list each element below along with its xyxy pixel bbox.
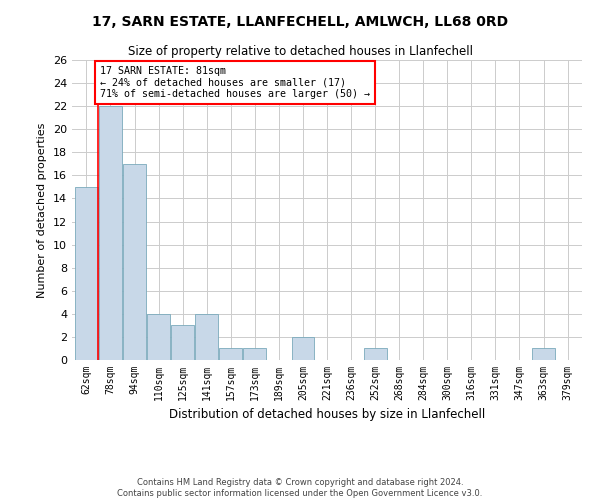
Text: 17, SARN ESTATE, LLANFECHELL, AMLWCH, LL68 0RD: 17, SARN ESTATE, LLANFECHELL, AMLWCH, LL… bbox=[92, 15, 508, 29]
Y-axis label: Number of detached properties: Number of detached properties bbox=[37, 122, 47, 298]
Bar bbox=[364, 348, 386, 360]
Text: 17 SARN ESTATE: 81sqm
← 24% of detached houses are smaller (17)
71% of semi-deta: 17 SARN ESTATE: 81sqm ← 24% of detached … bbox=[100, 66, 370, 99]
Text: Contains HM Land Registry data © Crown copyright and database right 2024.
Contai: Contains HM Land Registry data © Crown c… bbox=[118, 478, 482, 498]
Bar bbox=[195, 314, 218, 360]
Bar bbox=[244, 348, 266, 360]
Bar bbox=[292, 337, 314, 360]
X-axis label: Distribution of detached houses by size in Llanfechell: Distribution of detached houses by size … bbox=[169, 408, 485, 422]
Bar bbox=[99, 106, 122, 360]
Bar bbox=[123, 164, 146, 360]
Bar bbox=[75, 187, 98, 360]
Text: Size of property relative to detached houses in Llanfechell: Size of property relative to detached ho… bbox=[128, 45, 473, 58]
Bar bbox=[220, 348, 242, 360]
Bar bbox=[147, 314, 170, 360]
Bar bbox=[532, 348, 555, 360]
Bar bbox=[171, 326, 194, 360]
